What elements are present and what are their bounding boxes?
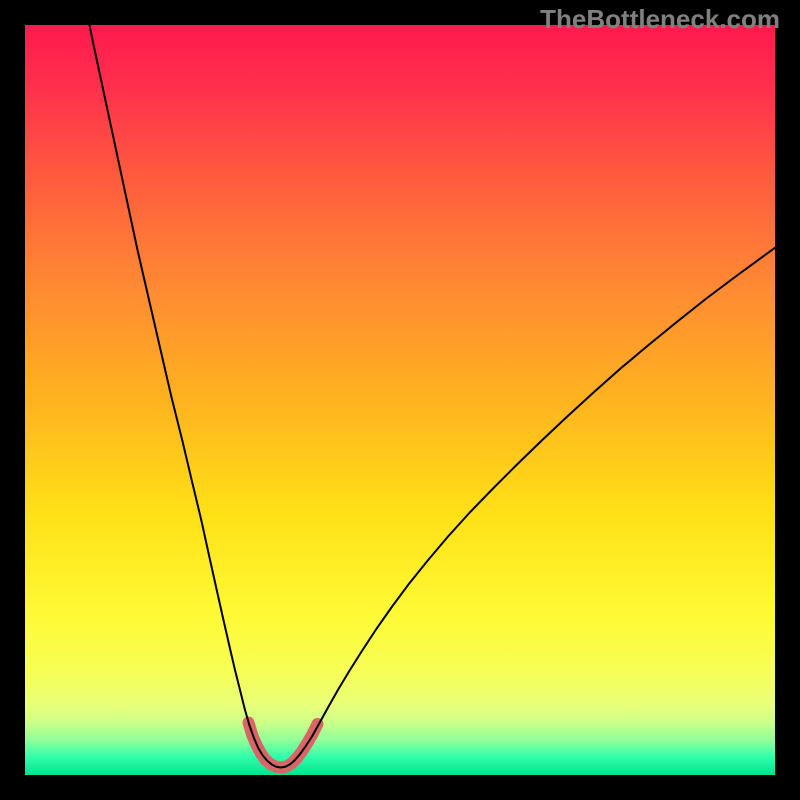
plot-area [25,25,775,775]
plot-svg [25,25,775,775]
plot-background [25,25,775,775]
